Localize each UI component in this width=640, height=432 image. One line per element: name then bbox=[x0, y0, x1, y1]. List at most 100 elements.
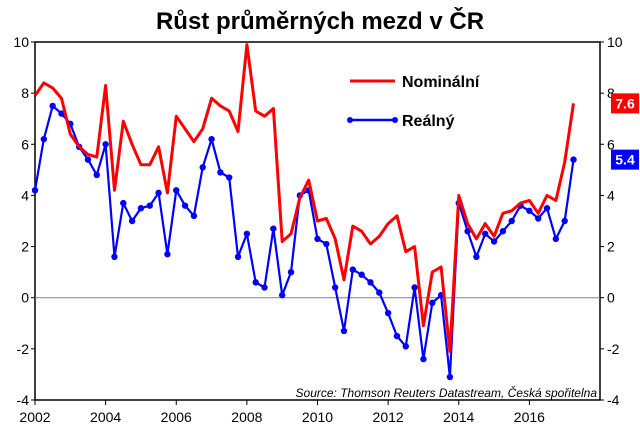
y-right-tick-label: 6 bbox=[607, 136, 615, 152]
data-point bbox=[490, 238, 498, 245]
data-point bbox=[190, 212, 198, 220]
source-note: Source: Thomson Reuters Datastream, Česk… bbox=[296, 385, 598, 400]
y-left-tick-label: 8 bbox=[21, 85, 29, 101]
y-left-tick-label: 10 bbox=[13, 34, 29, 50]
series-line bbox=[33, 104, 575, 379]
data-point bbox=[384, 309, 392, 317]
y-right-tick-label: 2 bbox=[607, 239, 615, 255]
data-point bbox=[128, 217, 136, 225]
chart-title: Růst průměrných mezd v ČR bbox=[156, 7, 484, 35]
x-tick-label: 2010 bbox=[302, 409, 333, 425]
data-point bbox=[543, 205, 551, 212]
data-point bbox=[49, 102, 56, 110]
data-point bbox=[226, 174, 233, 181]
y-left-tick-label: 4 bbox=[21, 187, 29, 203]
end-badge-box bbox=[611, 149, 639, 170]
data-point bbox=[31, 187, 39, 194]
data-point bbox=[314, 235, 321, 243]
y-right-tick-label: 10 bbox=[607, 34, 623, 50]
series-nominal bbox=[33, 43, 575, 353]
y-axis-left-ticks: -4 -2 0 2 4 6 8 10 bbox=[13, 34, 35, 408]
data-point bbox=[464, 228, 471, 235]
x-tick-label: 2002 bbox=[19, 409, 50, 425]
end-badge-label: 5.4 bbox=[615, 152, 635, 168]
y-left-tick-label: 6 bbox=[21, 136, 29, 152]
data-point bbox=[252, 279, 259, 286]
data-point bbox=[393, 332, 401, 340]
data-point bbox=[429, 299, 436, 307]
data-point bbox=[234, 253, 242, 260]
legend: Nominální Reálný bbox=[347, 74, 480, 130]
data-point bbox=[446, 373, 454, 381]
data-point bbox=[155, 189, 162, 197]
data-point bbox=[482, 230, 489, 237]
data-point bbox=[137, 205, 145, 212]
x-tick-label: 2004 bbox=[90, 409, 121, 425]
data-point bbox=[323, 240, 330, 248]
data-point bbox=[473, 253, 480, 260]
data-point bbox=[270, 225, 277, 232]
data-point bbox=[367, 279, 374, 286]
legend-label-nominal: Nominální bbox=[402, 74, 480, 91]
x-tick-label: 2012 bbox=[373, 409, 404, 425]
y-right-tick-label: 8 bbox=[607, 85, 615, 101]
series-real bbox=[31, 102, 577, 381]
data-point bbox=[199, 164, 206, 171]
y-left-tick-label: 0 bbox=[21, 290, 29, 306]
x-axis-ticks: 2002 2004 2006 2008 2010 2012 2014 2016 bbox=[19, 400, 545, 425]
x-tick-label: 2006 bbox=[161, 409, 192, 425]
y-right-tick-label: 4 bbox=[607, 187, 615, 203]
data-point bbox=[93, 171, 100, 179]
data-point bbox=[164, 251, 171, 258]
data-point bbox=[102, 141, 109, 148]
legend-marker-real-end bbox=[392, 117, 398, 123]
data-point bbox=[552, 235, 560, 243]
x-tick-label: 2008 bbox=[231, 409, 262, 425]
data-point bbox=[40, 135, 48, 143]
data-point bbox=[208, 135, 215, 143]
y-right-tick-label: -4 bbox=[607, 392, 620, 408]
data-point bbox=[331, 284, 339, 291]
data-point bbox=[508, 217, 515, 225]
y-left-tick-label: -4 bbox=[17, 392, 30, 408]
data-point bbox=[146, 202, 153, 209]
data-point bbox=[358, 271, 365, 278]
data-point bbox=[411, 284, 418, 291]
series-line bbox=[33, 43, 575, 353]
series-layer bbox=[31, 43, 577, 381]
data-point bbox=[526, 207, 533, 214]
legend-marker-real-start bbox=[347, 117, 353, 123]
data-point bbox=[278, 291, 286, 299]
data-point bbox=[261, 284, 268, 291]
y-right-tick-label: 0 bbox=[607, 290, 615, 306]
data-point bbox=[402, 343, 409, 350]
data-point bbox=[243, 230, 251, 237]
end-value-badges: 5.4 7.6 bbox=[611, 93, 639, 170]
data-point bbox=[376, 289, 383, 296]
x-tick-label: 2014 bbox=[443, 409, 474, 425]
data-point bbox=[84, 156, 92, 163]
data-point bbox=[58, 110, 65, 117]
data-point bbox=[217, 169, 224, 176]
end-badge-box bbox=[611, 93, 639, 114]
legend-label-real: Reálný bbox=[402, 113, 455, 130]
data-point bbox=[349, 266, 357, 273]
y-right-tick-label: -2 bbox=[607, 341, 620, 357]
data-point bbox=[570, 156, 577, 163]
data-point bbox=[499, 228, 507, 235]
end-badge-label: 7.6 bbox=[615, 95, 635, 111]
y-axis-right-ticks: -4 -2 0 2 4 6 8 10 bbox=[600, 34, 623, 408]
data-point bbox=[535, 215, 542, 222]
y-left-tick-label: -2 bbox=[17, 341, 30, 357]
data-point bbox=[287, 268, 295, 276]
x-tick-label: 2016 bbox=[514, 409, 545, 425]
data-point bbox=[340, 327, 348, 335]
end-badge-nominal: 7.6 bbox=[611, 93, 639, 114]
data-point bbox=[420, 355, 427, 363]
data-point bbox=[561, 217, 568, 225]
data-point bbox=[120, 199, 127, 207]
data-point bbox=[173, 187, 180, 194]
